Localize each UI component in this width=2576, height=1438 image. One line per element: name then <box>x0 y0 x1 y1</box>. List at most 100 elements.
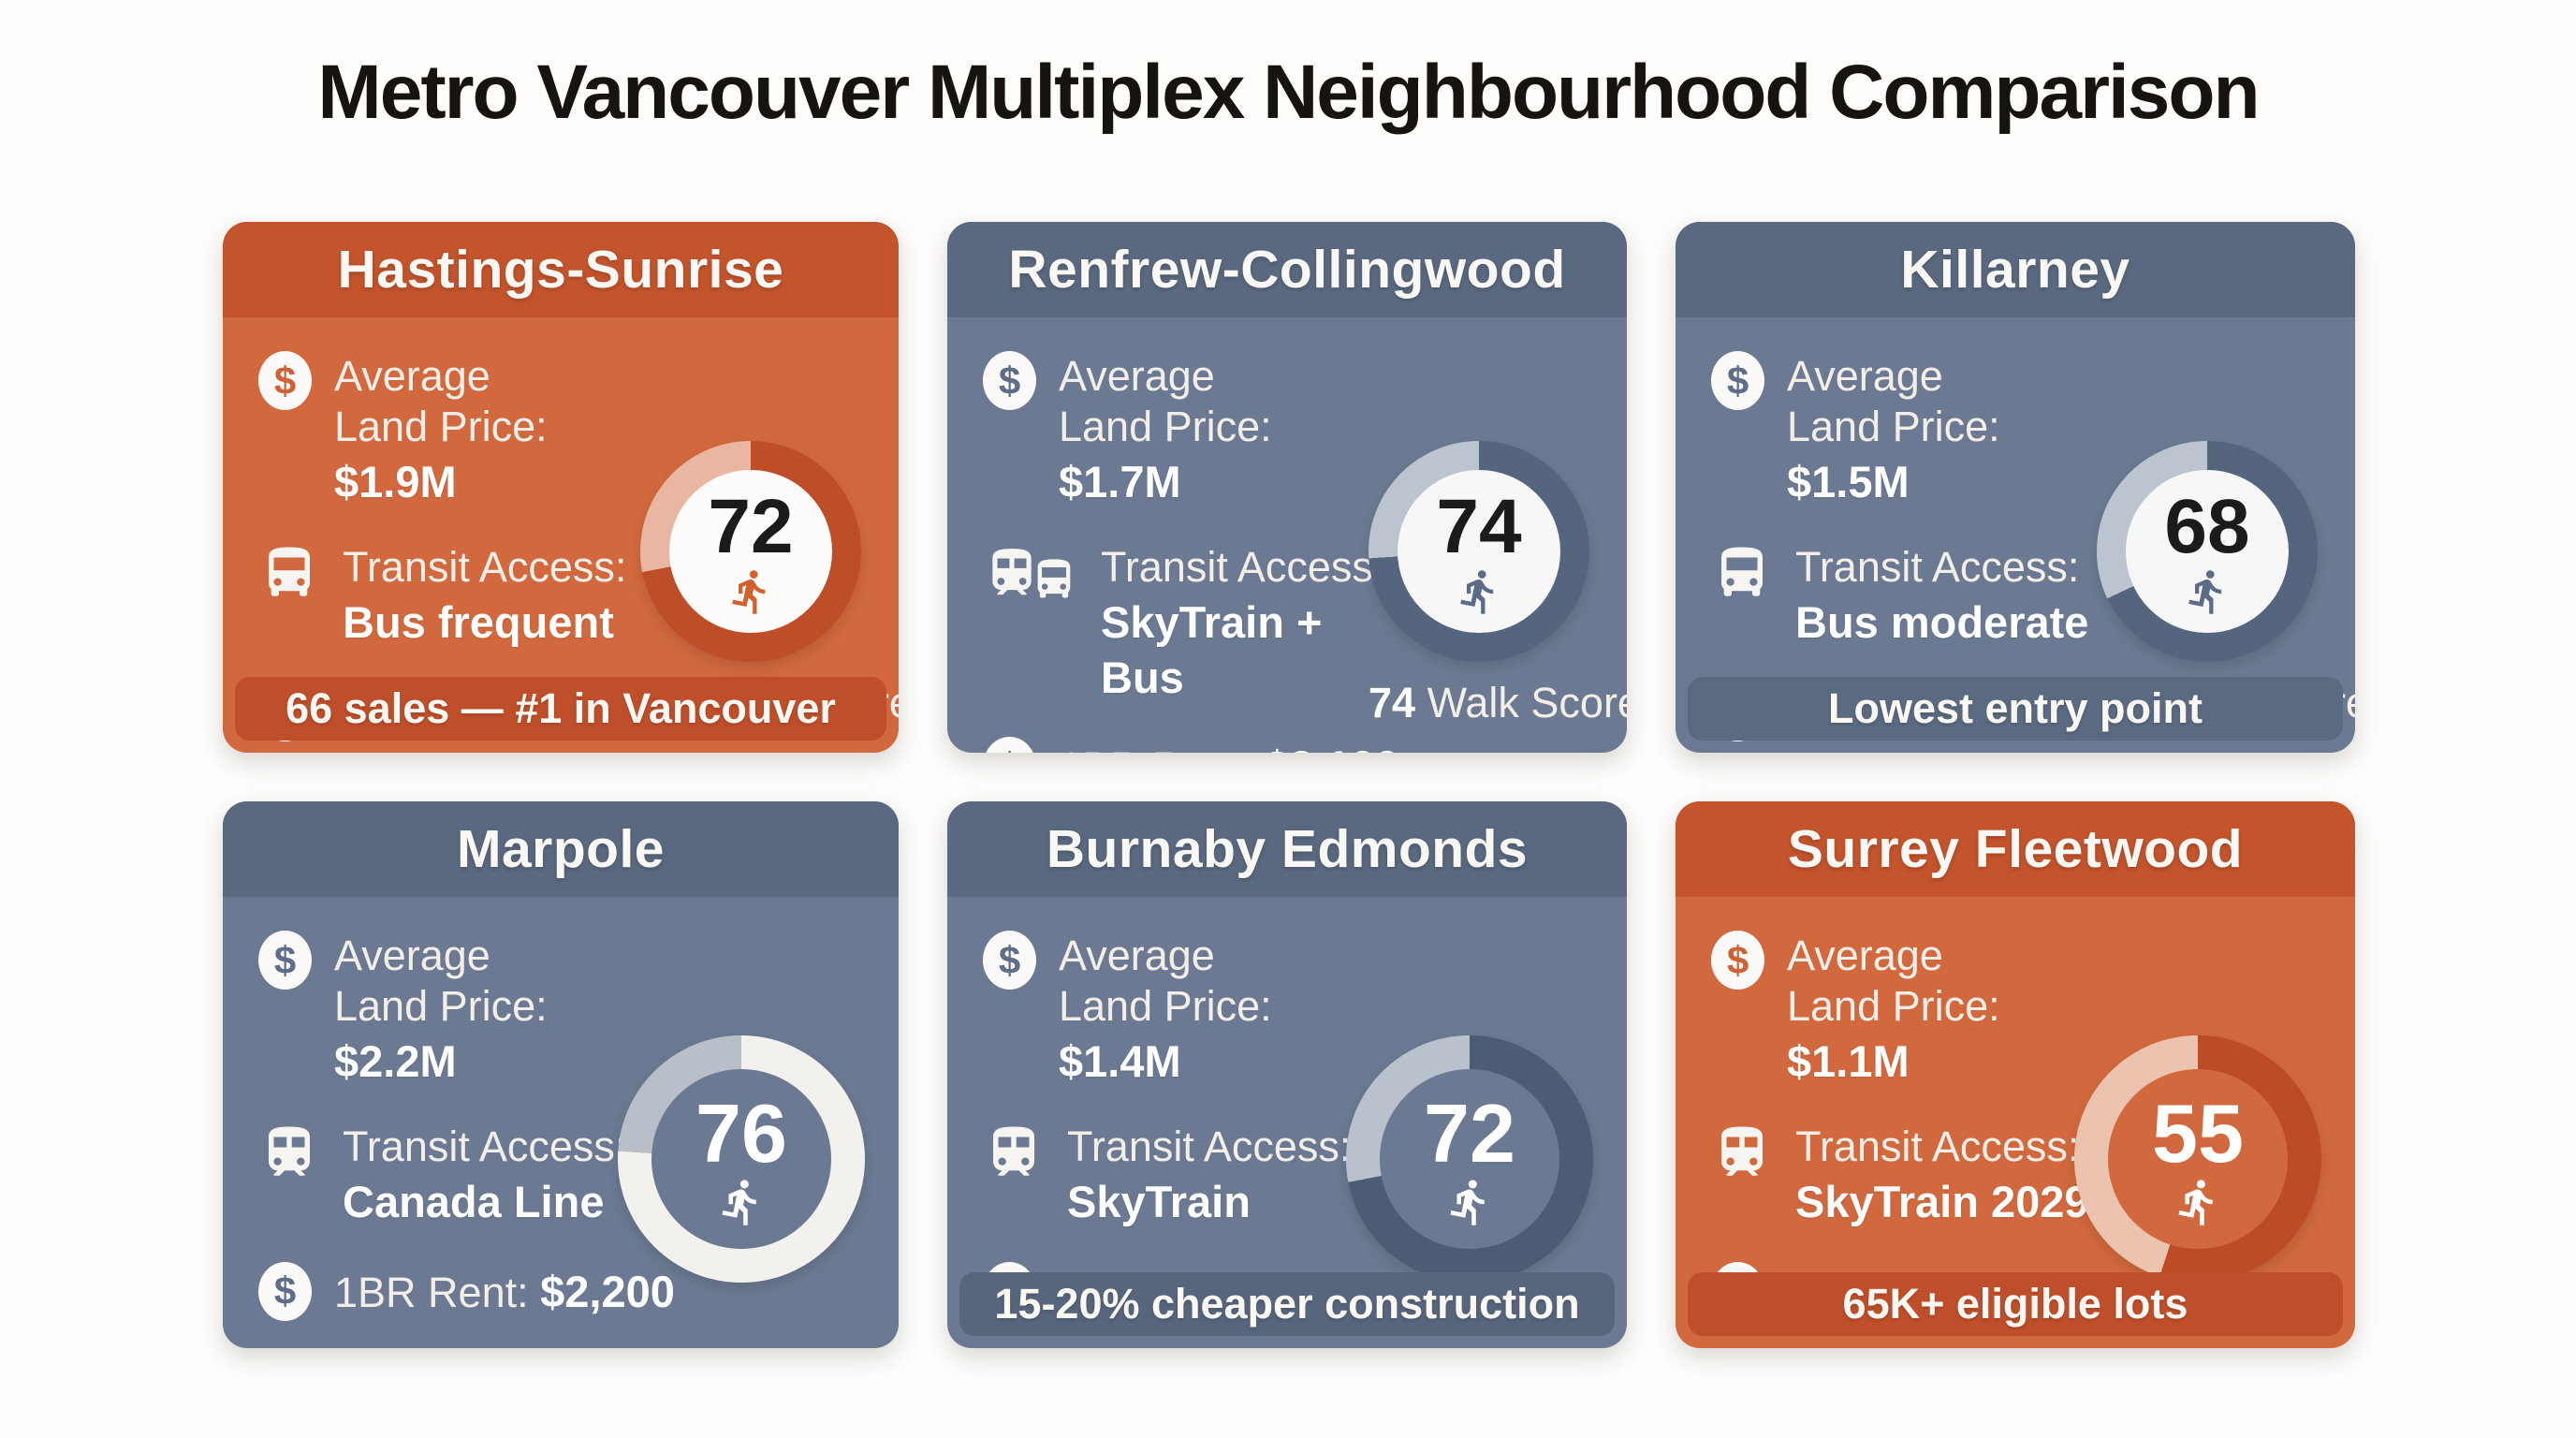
card-header: Surrey Fleetwood <box>1676 801 2355 897</box>
transit-value: Bus moderate <box>1795 596 2089 647</box>
card-marpole: Marpole $ Average Land Price: $2.2M Tran… <box>223 801 899 1348</box>
card-title: Marpole <box>456 819 666 879</box>
rent-value: $2,200 <box>540 1266 675 1316</box>
bus-icon <box>1711 542 1773 604</box>
land-price-row: $ Average Land Price: $1.7M <box>983 351 1413 510</box>
land-price-label: Average <box>1059 352 1215 400</box>
land-price-label: Land Price: <box>1787 403 2000 450</box>
bus-icon <box>258 542 320 604</box>
transit-label: Transit Access: <box>343 1122 627 1170</box>
transit-value: Bus frequent <box>343 596 614 647</box>
card-body: $ Average Land Price: $1.1M Transit Acce… <box>1676 897 2355 1348</box>
land-price-label: Land Price: <box>1787 982 2000 1030</box>
land-price-label: Average <box>334 932 490 979</box>
transit-row: Transit Access: Canada Line <box>258 1122 689 1230</box>
land-price-row: $ Average Land Price: $1.4M <box>983 931 1413 1090</box>
rent-value: $2,100 <box>1265 741 1399 753</box>
land-price-row: $ Average Land Price: $2.2M <box>258 931 689 1090</box>
transit-row: Transit Access: SkyTrain + Bus <box>983 542 1413 706</box>
pedestrian-icon <box>1460 570 1494 614</box>
walk-score-value: 68 <box>2164 483 2250 569</box>
transit-row: Transit Access: Bus moderate <box>1711 542 2142 651</box>
train-icon <box>258 1122 320 1183</box>
transit-label: Transit Access: <box>343 542 627 591</box>
train-icon <box>983 1122 1045 1183</box>
card-body: $ Average Land Price: $1.7M Transit Acce… <box>947 317 1627 753</box>
land-price-label: Land Price: <box>1059 982 1272 1030</box>
card-header: Killarney <box>1676 222 2355 317</box>
dollar-icon: $ <box>983 931 1036 990</box>
walk-score-value: 55 <box>2152 1086 2244 1180</box>
card-body: $ Average Land Price: $2.2M Transit Acce… <box>223 897 899 1348</box>
card-header: Burnaby Edmonds <box>947 801 1627 897</box>
land-price-value: $1.7M <box>1059 457 1181 506</box>
card-surrey-fleetwood: Surrey Fleetwood $ Average Land Price: $… <box>1676 801 2355 1348</box>
walk-score-value: 74 <box>1436 483 1522 569</box>
dollar-icon: $ <box>983 737 1036 753</box>
transit-value: SkyTrain + Bus <box>1101 596 1323 702</box>
land-price-label: Land Price: <box>334 403 548 450</box>
transit-label: Transit Access: <box>1795 1122 2080 1170</box>
land-price-value: $1.9M <box>334 457 457 506</box>
transit-value: SkyTrain 2029 <box>1795 1176 2089 1226</box>
gauge-center: 72 <box>1380 1069 1559 1249</box>
card-body: $ Average Land Price: $1.4M Transit Acce… <box>947 897 1627 1348</box>
highlight-banner: 66 sales — #1 in Vancouver <box>235 677 886 741</box>
dollar-icon: $ <box>1711 351 1764 410</box>
pedestrian-icon <box>2178 1180 2213 1225</box>
rent-label: 1BR Rent: <box>1059 743 1253 753</box>
walk-score-gauge-wrap: 76 <box>618 1035 865 1283</box>
land-price-label: Average <box>1059 932 1215 979</box>
land-price-value: $1.4M <box>1059 1036 1181 1086</box>
land-price-label: Average <box>1787 932 1943 979</box>
pedestrian-icon <box>722 1180 756 1225</box>
walk-score-gauge-wrap: 74 74 Walk Score <box>1368 441 1627 727</box>
rent-row: $ 1BR Rent: $2,100 <box>983 737 1582 753</box>
transit-label: Transit Access: <box>1101 542 1385 591</box>
land-price-value: $2.2M <box>334 1036 457 1086</box>
highlight-banner: 65K+ eligible lots <box>1688 1272 2343 1336</box>
dollar-icon: $ <box>258 931 312 990</box>
dollar-icon: $ <box>983 351 1036 410</box>
walk-score-value: 72 <box>1424 1086 1515 1180</box>
page-title: Metro Vancouver Multiplex Neighbourhood … <box>317 50 2260 135</box>
card-header: Marpole <box>223 801 899 897</box>
land-price-value: $1.5M <box>1787 457 1910 506</box>
pedestrian-icon <box>1450 1180 1485 1225</box>
card-title: Killarney <box>1900 240 2130 300</box>
land-price-label: Land Price: <box>1059 403 1272 450</box>
walk-score-value: 76 <box>695 1086 787 1180</box>
pedestrian-icon <box>2188 570 2222 614</box>
card-title: Renfrew-Collingwood <box>1008 240 1566 300</box>
land-price-row: $ Average Land Price: $1.9M <box>258 351 689 510</box>
dollar-icon: $ <box>258 351 312 410</box>
card-body: $ Average Land Price: $1.9M Transit Acce… <box>223 317 899 753</box>
land-price-row: $ Average Land Price: $1.5M <box>1711 351 2142 510</box>
land-price-label: Average <box>334 352 490 400</box>
card-renfrew-collingwood: Renfrew-Collingwood $ Average Land Price… <box>947 222 1627 753</box>
card-killarney: Killarney $ Average Land Price: $1.5M Tr… <box>1676 222 2355 753</box>
gauge-center: 55 <box>2108 1069 2288 1249</box>
gauge-center: 76 <box>651 1069 831 1249</box>
walk-score-gauge: 72 <box>640 441 861 662</box>
gauge-center: 74 <box>1398 470 1560 633</box>
transit-value: Canada Line <box>343 1176 605 1226</box>
card-burnaby-edmonds: Burnaby Edmonds $ Average Land Price: $1… <box>947 801 1627 1348</box>
transit-row: Transit Access: Bus frequent <box>258 542 689 651</box>
card-title: Surrey Fleetwood <box>1787 819 2244 879</box>
transit-row: Transit Access: SkyTrain 2029 <box>1711 1122 2142 1230</box>
walk-score-label: 74 Walk Score <box>1368 679 1627 726</box>
tram-icon <box>1711 1122 1773 1183</box>
card-hastings-sunrise: Hastings-Sunrise $ Average Land Price: $… <box>223 222 899 753</box>
card-header: Renfrew-Collingwood <box>947 222 1627 317</box>
rent-row: $ 1BR Rent: $2,200 <box>258 1261 857 1321</box>
walk-score-gauge: 76 <box>618 1035 865 1283</box>
highlight-banner: Lowest entry point <box>1688 677 2343 741</box>
card-title: Burnaby Edmonds <box>1046 819 1529 879</box>
walk-score-gauge-wrap: 55 <box>2074 1035 2321 1283</box>
transit-label: Transit Access: <box>1795 542 2080 591</box>
walk-score-gauge: 74 <box>1368 441 1589 662</box>
card-header: Hastings-Sunrise <box>223 222 899 317</box>
land-price-label: Land Price: <box>334 982 548 1030</box>
